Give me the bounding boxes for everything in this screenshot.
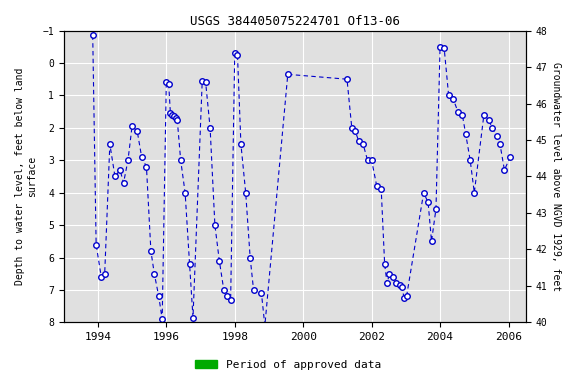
Bar	[93, 323, 288, 328]
Y-axis label: Groundwater level above NGVD 1929, feet: Groundwater level above NGVD 1929, feet	[551, 62, 561, 291]
Legend: Period of approved data: Period of approved data	[191, 356, 385, 375]
Bar	[347, 323, 516, 328]
Y-axis label: Depth to water level, feet below land
surface: Depth to water level, feet below land su…	[15, 68, 37, 285]
Title: USGS 384405075224701 Of13-06: USGS 384405075224701 Of13-06	[190, 15, 400, 28]
